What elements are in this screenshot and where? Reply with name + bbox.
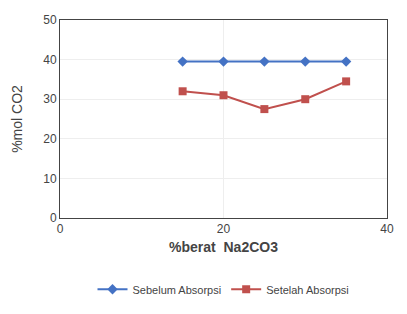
svg-text:40: 40 — [380, 222, 394, 236]
svg-text:Setelah Absorpsi: Setelah Absorpsi — [266, 284, 349, 296]
svg-text:30: 30 — [43, 92, 57, 106]
svg-text:0: 0 — [50, 211, 57, 225]
svg-text:20: 20 — [43, 132, 57, 146]
svg-text:0: 0 — [57, 222, 64, 236]
svg-text:%mol CO2: %mol CO2 — [9, 85, 25, 153]
svg-text:Sebelum Absorpsi: Sebelum Absorpsi — [133, 284, 222, 296]
svg-text:20: 20 — [217, 222, 231, 236]
svg-text:%berat Na2CO3: %berat Na2CO3 — [169, 239, 278, 255]
svg-text:50: 50 — [43, 13, 57, 27]
svg-text:40: 40 — [43, 53, 57, 67]
svg-text:10: 10 — [43, 172, 57, 186]
